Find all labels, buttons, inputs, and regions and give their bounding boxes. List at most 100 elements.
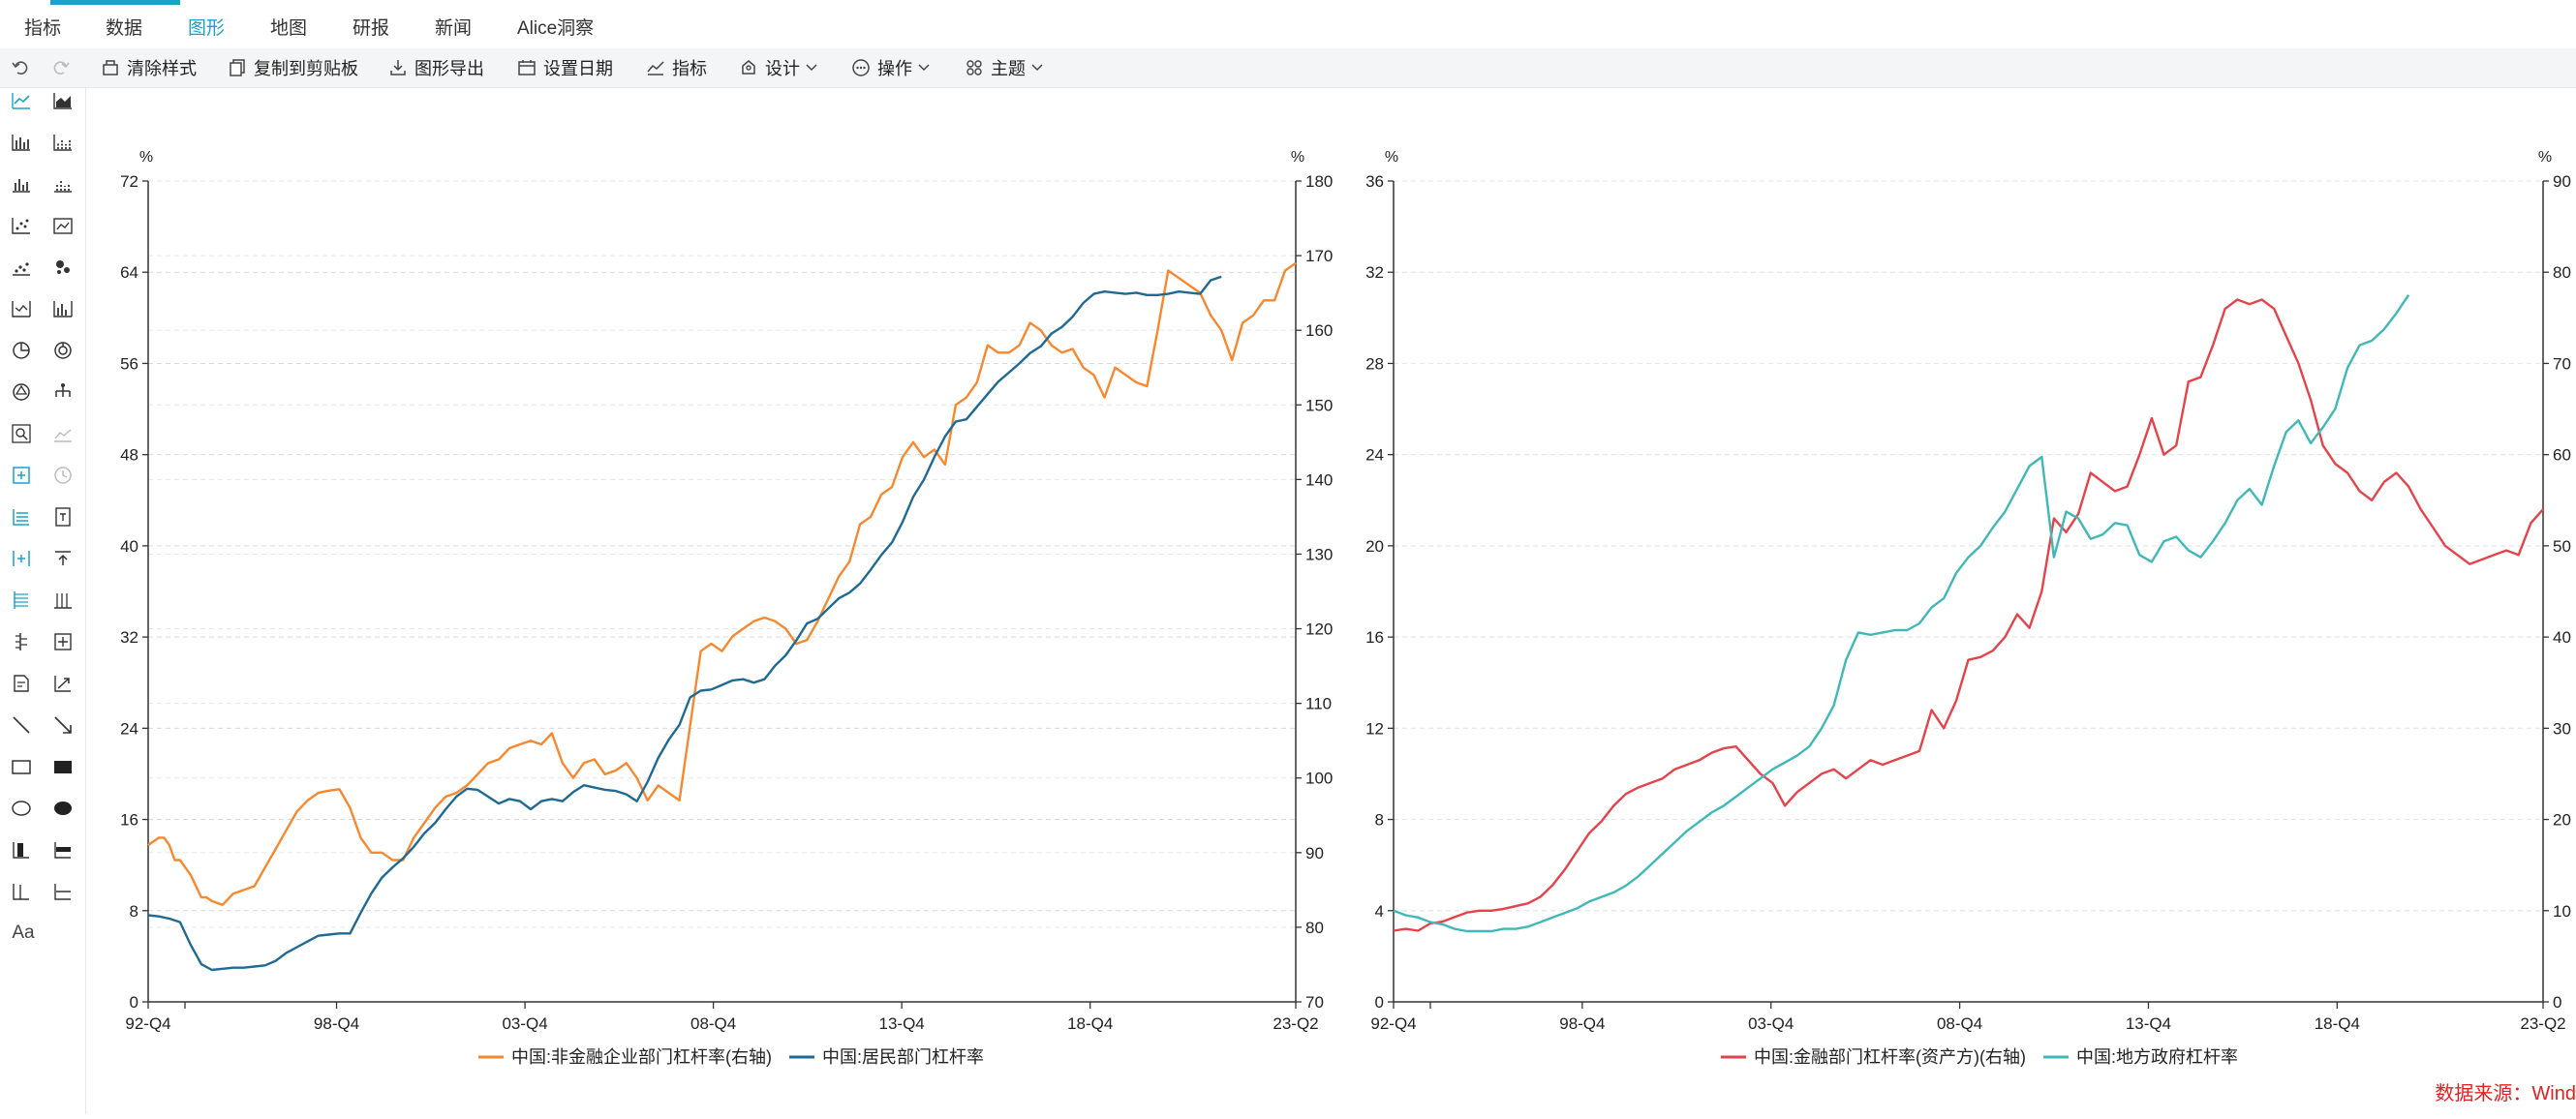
filled-ellipse-icon[interactable] <box>50 796 76 821</box>
zoom-icon[interactable] <box>9 421 34 446</box>
rectangle-tool-icon[interactable] <box>9 754 34 779</box>
theme-label: 主题 <box>991 59 1026 78</box>
text-box-icon[interactable] <box>50 504 76 529</box>
series-line-1 <box>1393 294 2410 933</box>
vertical-marker-icon[interactable] <box>9 879 34 904</box>
gridlines-icon[interactable] <box>9 588 34 613</box>
menu-indicator[interactable]: 指标 <box>24 18 62 39</box>
chevron-down-icon <box>806 64 817 72</box>
more-circle-icon <box>850 57 872 78</box>
menu-chart[interactable]: 图形 <box>188 18 226 39</box>
ellipse-tool-icon[interactable] <box>9 796 34 821</box>
y-tick-label-left: 28 <box>1365 354 1384 373</box>
y-tick-label-left: 32 <box>1365 263 1384 282</box>
line-tool-icon[interactable] <box>9 712 34 738</box>
menu-news[interactable]: 新闻 <box>435 18 473 39</box>
design-dropdown[interactable]: 设计 <box>738 48 817 87</box>
y-tick-label-left: 64 <box>120 263 138 282</box>
menu-map[interactable]: 地图 <box>270 18 308 39</box>
menu-research[interactable]: 研报 <box>353 18 390 39</box>
pie-chart-icon[interactable] <box>9 338 34 363</box>
filled-rectangle-icon[interactable] <box>50 754 76 779</box>
trend-arrow-icon[interactable] <box>50 671 76 696</box>
annotation-icon[interactable] <box>9 671 34 696</box>
y-tick-label-right: 70 <box>1305 993 1324 1012</box>
download-icon <box>387 57 409 78</box>
x-tick-label: 13-Q4 <box>2126 1014 2171 1033</box>
y-tick-label-right: 180 <box>1305 172 1333 191</box>
y-tick-label-left: 56 <box>120 354 138 373</box>
theme-dropdown[interactable]: 主题 <box>964 48 1043 87</box>
chart-left-leverage: 0 8 16 24 32 40 48 56 64 72 70 80 90 100 110 120 130 140 1… <box>120 149 1333 1067</box>
arrow-tool-icon[interactable] <box>50 712 76 738</box>
operation-dropdown[interactable]: 操作 <box>850 48 930 87</box>
legend-label-0: 中国:金融部门杠杆率(资产方)(右轴) <box>1754 1047 2026 1067</box>
y-axis-unit-right: % <box>1291 149 1304 166</box>
copy-icon <box>227 57 248 78</box>
undo-button[interactable] <box>10 48 37 87</box>
data-source-note: 数据来源：Wind <box>2435 1083 2576 1104</box>
area-chart-icon[interactable] <box>50 88 76 113</box>
indicator-button[interactable]: 指标 <box>645 48 707 87</box>
combo-chart-icon[interactable] <box>50 213 76 238</box>
tree-chart-icon[interactable] <box>50 379 76 405</box>
radar-chart-icon[interactable] <box>9 379 34 405</box>
dual-axis-bar-icon[interactable] <box>50 296 76 321</box>
x-tick-label: 03-Q4 <box>1748 1014 1794 1033</box>
bar-chart-icon[interactable] <box>9 130 34 155</box>
dual-axis-line-icon[interactable] <box>9 296 34 321</box>
y-tick-label-right: 10 <box>2553 902 2571 921</box>
horizontal-lines-icon[interactable] <box>9 504 34 529</box>
redo-button[interactable] <box>50 48 77 87</box>
y-tick-label-right: 120 <box>1305 620 1333 639</box>
menu-data[interactable]: 数据 <box>106 18 143 39</box>
x-tick-label: 23-Q2 <box>1273 1014 1318 1033</box>
axis-ticks-icon[interactable] <box>9 629 34 654</box>
y-tick-label-right: 90 <box>1305 844 1324 862</box>
crosshair-box-icon[interactable] <box>50 629 76 654</box>
copy-clipboard-button[interactable]: 复制到剪贴板 <box>227 48 358 87</box>
text-tool-icon[interactable]: Aa <box>12 922 35 943</box>
column-chart-icon[interactable] <box>9 171 34 197</box>
donut-chart-icon[interactable] <box>50 338 76 363</box>
x-tick-label: 98-Q4 <box>1559 1014 1605 1033</box>
y-tick-label-left: 24 <box>1365 446 1384 465</box>
line-chart-icon[interactable] <box>9 88 34 113</box>
set-date-button[interactable]: 设置日期 <box>516 48 613 87</box>
highlight-band-icon[interactable] <box>50 837 76 862</box>
stacked-bar-icon[interactable] <box>50 130 76 155</box>
bubble-chart-icon[interactable] <box>50 255 76 280</box>
upload-icon[interactable] <box>50 546 76 571</box>
indicator-label: 指标 <box>672 59 707 78</box>
area-range-icon[interactable] <box>50 421 76 446</box>
clear-style-label: 清除样式 <box>127 59 197 78</box>
chevron-down-icon <box>1031 64 1043 72</box>
insert-series-icon[interactable] <box>9 463 34 488</box>
export-chart-button[interactable]: 图形导出 <box>387 48 484 87</box>
chart-type-sidebar: Aa <box>0 88 86 1114</box>
chevron-down-icon <box>918 64 930 72</box>
top-menu-bar: 指标 数据 图形 地图 研报 新闻 Alice洞察 <box>0 0 2576 49</box>
dot-plot-icon[interactable] <box>9 255 34 280</box>
x-tick-label: 08-Q4 <box>1937 1014 1982 1033</box>
scatter-chart-icon[interactable] <box>9 213 34 238</box>
highlight-bar-icon[interactable] <box>9 837 34 862</box>
clear-style-button[interactable]: 清除样式 <box>100 48 197 87</box>
y-tick-label-left: 32 <box>120 628 138 647</box>
calendar-icon <box>516 57 537 78</box>
y-tick-label-right: 20 <box>2553 811 2571 830</box>
copy-clipboard-label: 复制到剪贴板 <box>254 59 358 78</box>
y-tick-label-right: 80 <box>1305 919 1324 937</box>
dotted-column-icon[interactable] <box>50 171 76 197</box>
chart-toolbar: 清除样式 复制到剪贴板 图形导出 设置日期 指标 设计 操作 <box>0 48 2576 88</box>
chart-right-leverage: 0 4 8 12 16 20 24 28 32 36 0 10 20 30 40 50 60 70 80 90% % 92… <box>1365 149 2571 1067</box>
y-axis-unit-left: % <box>1385 149 1398 166</box>
operation-label: 操作 <box>877 59 912 78</box>
menu-alice-insight[interactable]: Alice洞察 <box>517 18 595 39</box>
add-axis-icon[interactable] <box>9 546 34 571</box>
y-axis-unit-right: % <box>2538 149 2552 166</box>
horizontal-marker-icon[interactable] <box>50 879 76 904</box>
clock-icon[interactable] <box>50 463 76 488</box>
vertical-gridlines-icon[interactable] <box>50 588 76 613</box>
set-date-label: 设置日期 <box>543 59 613 78</box>
